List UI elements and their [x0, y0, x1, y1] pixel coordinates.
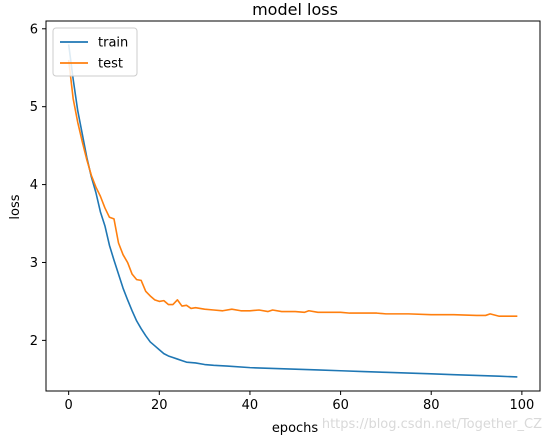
y-tick-label-6: 6	[30, 22, 38, 37]
legend-label-train: train	[98, 36, 128, 51]
plot-frame	[45, 20, 541, 392]
y-tick-label-3: 3	[30, 256, 38, 271]
x-tick-label-100: 100	[509, 398, 534, 413]
watermark-text: https://blog.csdn.net/Together_CZ	[322, 417, 542, 432]
x-tick-label-60: 60	[332, 398, 349, 413]
legend-label-test: test	[98, 57, 123, 72]
y-axis-label: loss	[8, 194, 23, 219]
y-tick-label-4: 4	[30, 178, 38, 193]
legend-box	[52, 27, 138, 77]
chart-title: model loss	[252, 0, 338, 19]
series-line-test	[67, 59, 518, 318]
tick-layer: 0 20 40 60 80 100 2 3 4 5 6	[30, 22, 535, 413]
x-axis-label: epochs	[272, 421, 319, 436]
y-tick-label-2: 2	[30, 334, 38, 349]
x-tick-label-40: 40	[242, 398, 259, 413]
series-layer	[67, 44, 518, 378]
x-tick-label-20: 20	[151, 398, 168, 413]
series-line-train	[67, 44, 518, 378]
x-tick-label-0: 0	[65, 398, 73, 413]
legend: train test	[52, 27, 138, 77]
y-tick-label-5: 5	[30, 100, 38, 115]
x-tick-label-80: 80	[423, 398, 440, 413]
